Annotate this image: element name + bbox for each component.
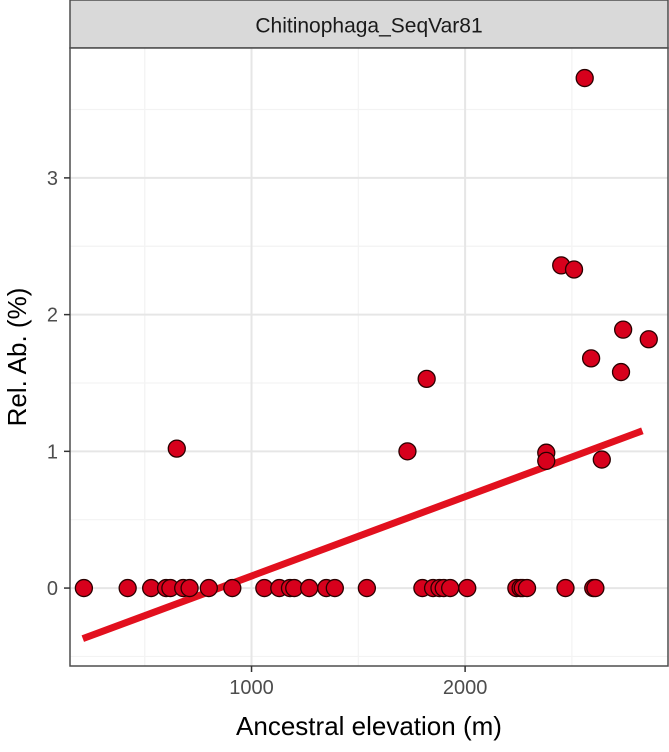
x-tick-label: 2000 xyxy=(443,677,488,699)
data-point xyxy=(74,578,94,598)
data-point xyxy=(398,442,417,461)
data-point xyxy=(611,362,631,382)
y-tick-label: 0 xyxy=(47,578,58,600)
data-point xyxy=(325,578,344,598)
data-point xyxy=(556,578,575,598)
x-tick-label: 1000 xyxy=(229,677,274,699)
x-axis-title: Ancestral elevation (m) xyxy=(236,711,502,741)
data-point xyxy=(199,578,218,598)
data-point xyxy=(458,578,477,598)
facet-strip-label: Chitinophaga_SeqVar81 xyxy=(255,15,482,38)
plot-panel xyxy=(70,48,668,666)
data-point xyxy=(223,578,242,598)
data-point xyxy=(417,369,436,389)
y-axis-title: Rel. Ab. (%) xyxy=(2,288,32,427)
data-point xyxy=(517,578,537,598)
data-point xyxy=(581,349,601,368)
data-point xyxy=(639,330,658,349)
data-point xyxy=(180,578,199,598)
data-point xyxy=(441,578,460,598)
y-tick-label: 3 xyxy=(47,168,58,190)
plot-panel-border xyxy=(69,47,669,667)
axis-layer: 1000 2000 0 1 2 3 xyxy=(47,168,487,699)
data-point xyxy=(537,451,556,471)
y-tick-label: 1 xyxy=(47,441,58,463)
points-layer xyxy=(74,68,658,598)
data-point xyxy=(592,450,611,469)
grid-lines xyxy=(70,48,668,666)
data-point xyxy=(357,578,377,598)
data-point xyxy=(575,68,594,88)
data-point xyxy=(118,578,137,598)
data-point xyxy=(614,320,633,339)
y-tick-label: 2 xyxy=(47,305,58,327)
data-point xyxy=(300,578,319,598)
facet-strip xyxy=(69,0,669,49)
data-point xyxy=(167,439,186,458)
data-point xyxy=(564,260,584,279)
data-point xyxy=(586,578,605,598)
